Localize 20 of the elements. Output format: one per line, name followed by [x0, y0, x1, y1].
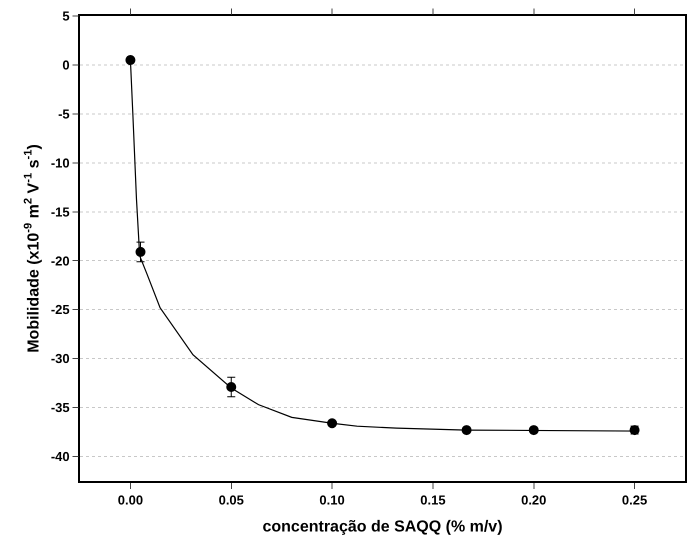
y-tick-label: -20 [50, 253, 70, 268]
y-tick-label: -5 [58, 106, 70, 122]
y-tick-label: -30 [50, 351, 70, 366]
point [125, 55, 136, 66]
y-tick-label: -25 [50, 302, 70, 318]
y-tick-label: -15 [50, 204, 70, 220]
y-tick-label: -10 [50, 155, 70, 170]
y-tick-label: 5 [62, 8, 70, 24]
x-tick-label: 0.15 [420, 492, 446, 508]
x-tick-label: 0.10 [319, 492, 345, 508]
x-tick-label: 0.25 [622, 492, 648, 508]
y-tick-label: -40 [50, 449, 70, 464]
x-axis-title: concentração de SAQQ (% m/v) [262, 518, 503, 536]
x-tick-label: 0.20 [521, 492, 546, 508]
y-tick-label: 0 [62, 58, 70, 72]
y-tick-label: -35 [50, 400, 70, 416]
point [528, 425, 539, 436]
x-tick-label: 0.05 [218, 492, 244, 508]
x-tick-label: 0.00 [118, 492, 144, 508]
point [462, 425, 472, 436]
